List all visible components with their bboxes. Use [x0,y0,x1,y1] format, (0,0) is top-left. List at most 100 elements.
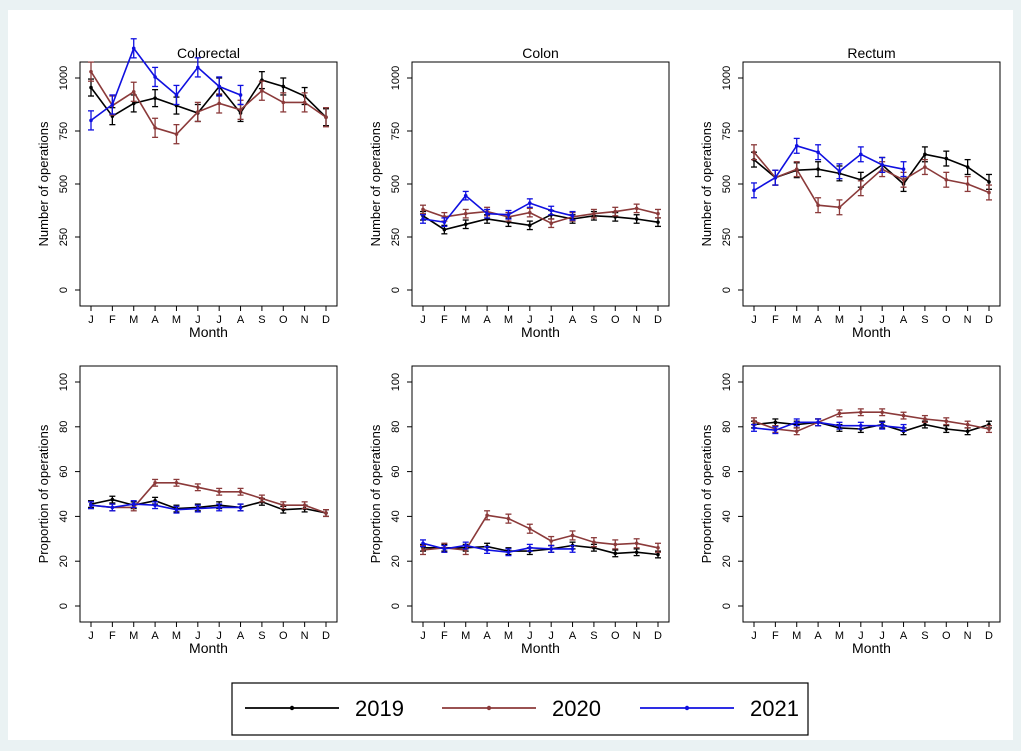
panel-5-ytick-label: 40 [390,510,402,522]
panel-4-ytick-label: 60 [58,465,70,477]
panel-6-xtick-label: M [792,630,801,642]
panel-3-point-2020 [987,190,991,195]
panel-1-xtick-label: J [195,314,201,326]
panel-5-point-2020 [485,513,489,518]
panel-4-xtick-label: M [172,630,181,642]
panel-2-point-2020 [528,210,532,215]
panel-6-xtick-label: J [879,630,885,642]
panel-4-point-2020 [153,481,157,485]
panel-1-point-2021 [238,93,243,97]
panel-6-point-2021 [816,420,820,425]
panel-3-title: Rectum [847,45,895,61]
legend-marker-2019 [289,705,295,711]
panel-6-point-2020 [794,429,799,434]
panel-2-title: Colon [522,45,559,61]
panel-1-title: Colorectal [177,45,240,61]
panel-5-point-2020 [506,516,511,521]
panel-2-xtick-label: M [504,314,513,326]
panel-3-xtick-label: S [921,314,928,326]
panel-6-point-2021 [773,428,778,432]
panel-1-xtick-label: A [237,314,245,326]
panel-4-point-2019 [110,497,115,502]
panel-2-xtick-label: N [633,314,641,326]
panel-6-point-2020 [944,419,949,424]
panel-4-xtick-label: A [237,630,245,642]
panel-6-xtick-label: A [900,630,908,642]
panel-3-ytick-label: 250 [721,228,733,246]
panel-6-line-2020 [753,411,990,433]
panel-6-point-2020 [859,410,863,415]
panel-2-ytick-label: 0 [390,287,402,293]
panel-2-point-2021 [485,211,489,216]
panel-4-xtick-label: F [109,630,116,642]
panel-3-point-2020 [965,182,970,186]
panel-6-point-2021 [880,423,884,428]
panel-3-point-2021 [837,169,842,174]
panel-5-ylabel: Proportion of operations [368,424,383,563]
panel-1-point-2021 [89,118,93,123]
panel-2-point-2019 [634,217,639,221]
panel-1-line-2021 [90,46,241,122]
panel-1-point-2020 [238,108,243,112]
panel-4-point-2020 [238,489,243,494]
panel-2-point-2019 [463,222,468,227]
panel-6-frame [742,365,1001,623]
panel-1-xtick-label: N [301,314,309,326]
panel-2-point-2021 [549,208,553,213]
panel-4-point-2021 [131,502,136,506]
panel-1-xtick-label: M [129,314,138,326]
panel-3-xtick-label: D [985,314,993,326]
panel-2-point-2021 [506,212,511,217]
panel-1-point-2020 [153,126,157,130]
legend-box [231,682,809,736]
panel-3-ytick-label: 750 [721,122,733,140]
panel-6-xtick-label: N [964,630,972,642]
legend-marker-2020 [486,705,492,711]
panel-1-ytick-label: 750 [58,122,70,140]
panel-6-ytick-label: 60 [721,465,733,477]
panel-4-xtick-label: D [322,630,330,642]
panel-5-xtick-label: J [548,630,554,642]
panel-1-line-2019 [90,79,327,118]
legend-label-2020: 2020 [552,696,601,721]
panel-1-point-2020 [324,115,328,120]
panel-5-point-2021 [506,550,511,555]
panel-4-xlabel: Month [189,640,228,656]
panel-5-point-2020 [634,541,639,546]
panel-4-ytick-label: 20 [58,555,70,567]
panel-3-xtick-label: O [942,314,951,326]
panel-3-xtick-label: M [792,314,801,326]
panel-1-ytick-label: 1000 [58,66,70,90]
panel-6-point-2020 [880,410,884,415]
panel-1-point-2021 [131,46,136,51]
panel-2-point-2020 [549,221,553,226]
panel-5-point-2021 [570,547,575,551]
panel-4-xtick-label: J [216,630,222,642]
panel-5-xtick-label: O [611,630,620,642]
panel-1-ytick-label: 0 [58,287,70,293]
panel-3-xtick-label: J [751,314,757,326]
panel-6-ytick-label: 0 [721,603,733,609]
panel-6-xtick-label: M [835,630,844,642]
panel-4-point-2020 [324,511,328,515]
panel-4-ytick-label: 100 [58,373,70,391]
panel-4-point-2020 [217,489,221,494]
panel-3-frame [742,61,1001,307]
panel-2-point-2019 [528,223,532,228]
panel-2-point-2021 [442,220,447,224]
panel-3-xtick-label: A [814,314,822,326]
panel-4-point-2020 [260,496,264,501]
panel-6-xtick-label: D [985,630,993,642]
panel-1-xtick-label: D [322,314,330,326]
panel-2-point-2019 [656,220,660,224]
panel-4-point-2021 [89,503,93,508]
panel-2-point-2019 [442,227,447,232]
panel-3-xtick-label: J [879,314,885,326]
panel-4-ytick-label: 40 [58,510,70,522]
panel-4-point-2021 [217,505,221,510]
panel-4-xtick-label: J [195,630,201,642]
panel-4-xtick-label: J [88,630,94,642]
panel-4-point-2020 [196,485,200,490]
panel-2-point-2020 [634,206,639,211]
panel-5-xtick-label: S [590,630,597,642]
